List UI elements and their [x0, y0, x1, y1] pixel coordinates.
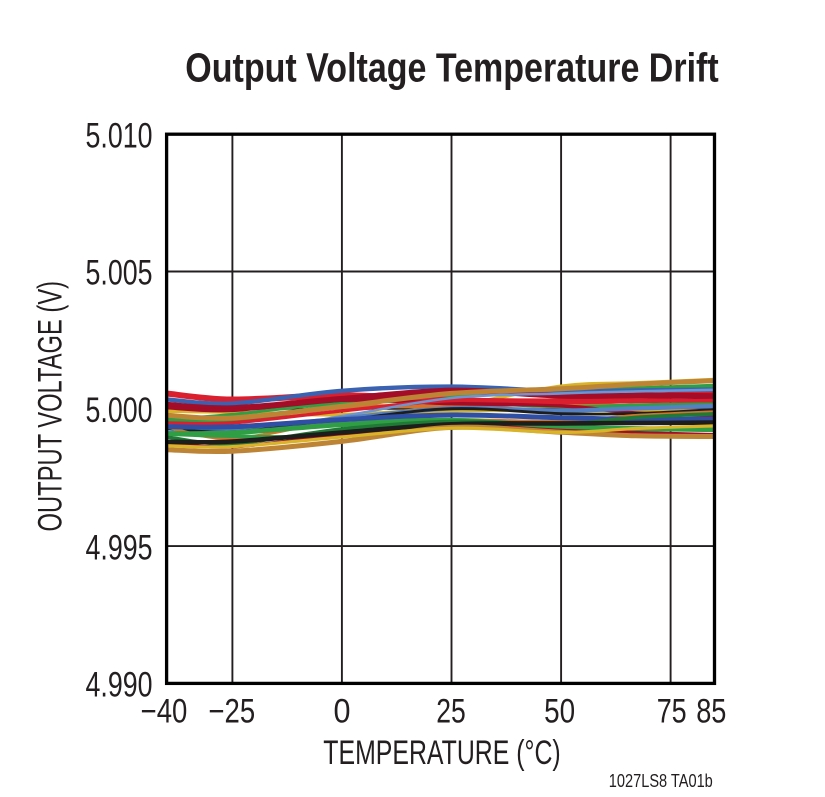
svg-text:−40: −40: [141, 693, 188, 731]
svg-text:Output Voltage Temperature Dri: Output Voltage Temperature Drift: [185, 44, 718, 90]
svg-text:0: 0: [334, 693, 351, 731]
svg-text:75: 75: [657, 693, 687, 731]
svg-text:50: 50: [544, 693, 575, 731]
svg-text:TEMPERATURE (°C): TEMPERATURE (°C): [323, 734, 560, 772]
svg-text:4.990: 4.990: [86, 666, 153, 705]
svg-text:1027LS8 TA01b: 1027LS8 TA01b: [609, 771, 713, 791]
svg-text:5.005: 5.005: [86, 254, 153, 293]
svg-text:85: 85: [696, 693, 726, 731]
svg-text:OUTPUT VOLTAGE (V): OUTPUT VOLTAGE (V): [31, 281, 69, 532]
svg-text:−25: −25: [208, 693, 255, 731]
svg-text:5.010: 5.010: [86, 116, 153, 155]
svg-text:4.995: 4.995: [86, 528, 153, 567]
svg-text:5.000: 5.000: [86, 391, 153, 430]
svg-text:25: 25: [436, 693, 466, 731]
